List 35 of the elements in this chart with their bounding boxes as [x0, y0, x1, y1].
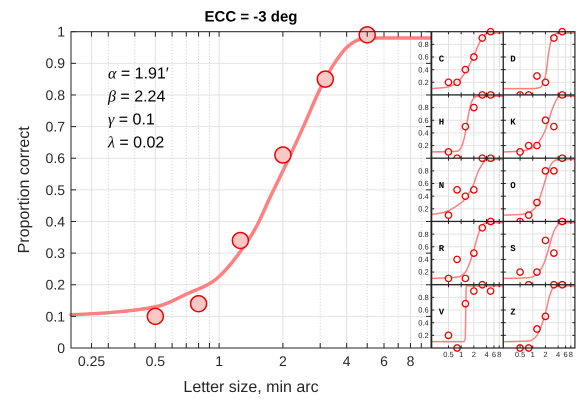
y-tick-label: 0.1 — [46, 308, 66, 324]
y-tick-label: 0.6 — [46, 150, 66, 166]
x-tick-label: 2 — [278, 353, 287, 369]
y-tick-label: 0.8 — [46, 86, 66, 103]
x-tick-label: 1 — [215, 353, 224, 369]
chart-title: ECC = -3 deg — [204, 8, 298, 26]
annotation: β = 2.24 — [107, 88, 166, 106]
text: Z — [510, 307, 516, 318]
text: N — [438, 180, 444, 191]
annotation: γ = 0.1 — [108, 112, 155, 129]
text: V — [438, 307, 445, 318]
x-axis-title: Letter size, min arc — [183, 379, 319, 396]
x-tick-label: 0.5 — [146, 353, 166, 369]
text: O — [510, 180, 516, 191]
text: K — [510, 118, 516, 128]
text: C — [438, 54, 445, 64]
y-tick-label: 0.4 — [46, 213, 66, 230]
annotation: α = 1.91′ — [108, 66, 169, 83]
y-tick-label: 0.3 — [46, 245, 66, 262]
y-axis-title: Proportion correct — [16, 126, 33, 254]
x-tick-label: 4 — [342, 353, 351, 369]
x-tick-label: 8 — [406, 353, 415, 369]
text: H — [438, 118, 444, 128]
x-tick-label: 6 — [380, 353, 388, 369]
y-tick-label: 0 — [57, 340, 66, 356]
y-tick-label: 0.7 — [46, 118, 66, 134]
y-tick-label: 0.9 — [46, 55, 66, 72]
text: R — [438, 244, 445, 254]
y-tick-label: 0.2 — [46, 276, 66, 293]
x-tick-label: 0.25 — [78, 353, 106, 369]
text: S — [510, 244, 516, 254]
y-tick-label: 1 — [57, 24, 66, 40]
y-tick-label: 0.5 — [46, 182, 66, 198]
text: D — [510, 54, 516, 64]
annotation: λ = 0.02 — [107, 134, 164, 152]
